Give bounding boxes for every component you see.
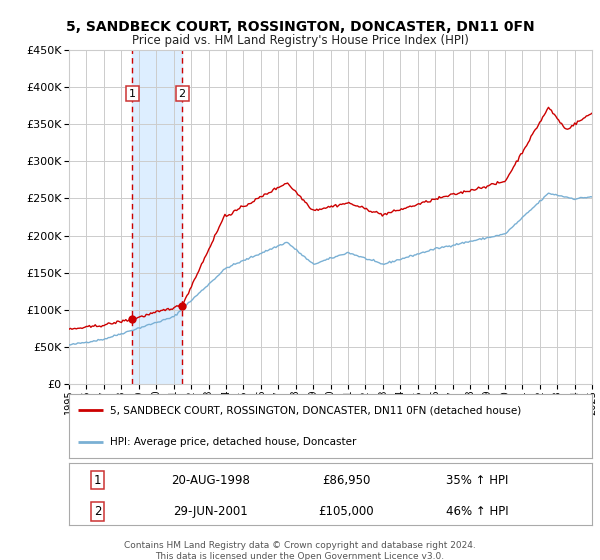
Text: HPI: Average price, detached house, Doncaster: HPI: Average price, detached house, Donc… [110,437,356,447]
Text: 1: 1 [129,88,136,99]
Text: 20-AUG-1998: 20-AUG-1998 [171,474,250,487]
Text: 5, SANDBECK COURT, ROSSINGTON, DONCASTER, DN11 0FN: 5, SANDBECK COURT, ROSSINGTON, DONCASTER… [65,20,535,34]
Text: 2: 2 [179,88,186,99]
Text: 29-JUN-2001: 29-JUN-2001 [173,505,248,518]
Text: Contains HM Land Registry data © Crown copyright and database right 2024.: Contains HM Land Registry data © Crown c… [124,541,476,550]
Text: £105,000: £105,000 [319,505,374,518]
Text: 35% ↑ HPI: 35% ↑ HPI [446,474,508,487]
Text: 2: 2 [94,505,101,518]
Bar [133,50,182,384]
Text: £86,950: £86,950 [322,474,370,487]
Text: 1: 1 [94,474,101,487]
Text: 46% ↑ HPI: 46% ↑ HPI [446,505,508,518]
Text: This data is licensed under the Open Government Licence v3.0.: This data is licensed under the Open Gov… [155,552,445,560]
Text: 5, SANDBECK COURT, ROSSINGTON, DONCASTER, DN11 0FN (detached house): 5, SANDBECK COURT, ROSSINGTON, DONCASTER… [110,405,521,416]
Text: Price paid vs. HM Land Registry's House Price Index (HPI): Price paid vs. HM Land Registry's House … [131,34,469,46]
